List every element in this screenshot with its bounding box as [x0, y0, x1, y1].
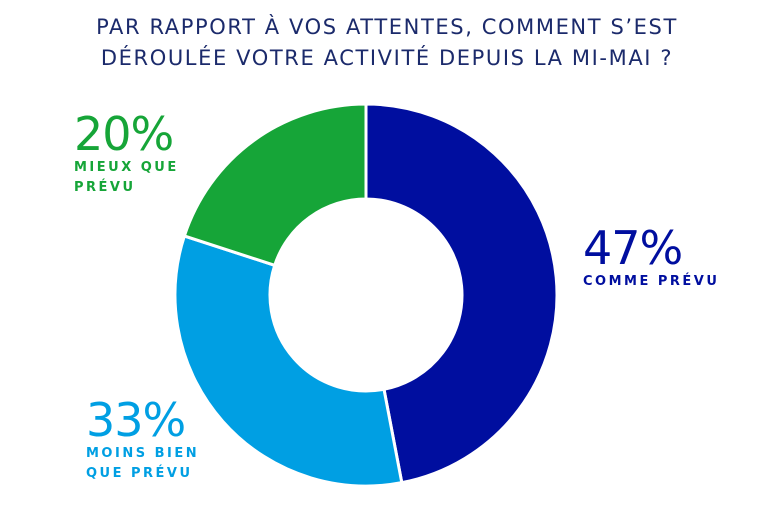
- data-label-category: COMME PRÉVU: [583, 274, 720, 289]
- title-line-2: DÉROULÉE VOTRE ACTIVITÉ DEPUIS LA MI-MAI…: [100, 46, 674, 70]
- data-label-category: MIEUX QUE: [74, 160, 179, 175]
- data-label-value: 47%: [583, 221, 683, 275]
- donut-slice-1: [173, 234, 404, 488]
- label-moins-bien: 33% MOINS BIEN QUE PRÉVU: [86, 396, 199, 484]
- data-label-category: MOINS BIEN: [86, 446, 200, 461]
- title-line-1: PAR RAPPORT À VOS ATTENTES, COMMENT S’ES…: [96, 15, 678, 39]
- chart-title: PAR RAPPORT À VOS ATTENTES, COMMENT S’ES…: [0, 12, 774, 74]
- data-label-value: 33%: [86, 393, 186, 447]
- data-label-category: QUE PRÉVU: [86, 466, 193, 481]
- data-label-category: PRÉVU: [74, 180, 136, 195]
- label-comme-prevu: 47% COMME PRÉVU: [583, 224, 719, 292]
- label-mieux: 20% MIEUX QUE PRÉVU: [74, 110, 179, 198]
- data-label-value: 20%: [74, 107, 174, 161]
- donut-slice-2: [182, 102, 368, 268]
- donut-slice-0: [364, 102, 559, 485]
